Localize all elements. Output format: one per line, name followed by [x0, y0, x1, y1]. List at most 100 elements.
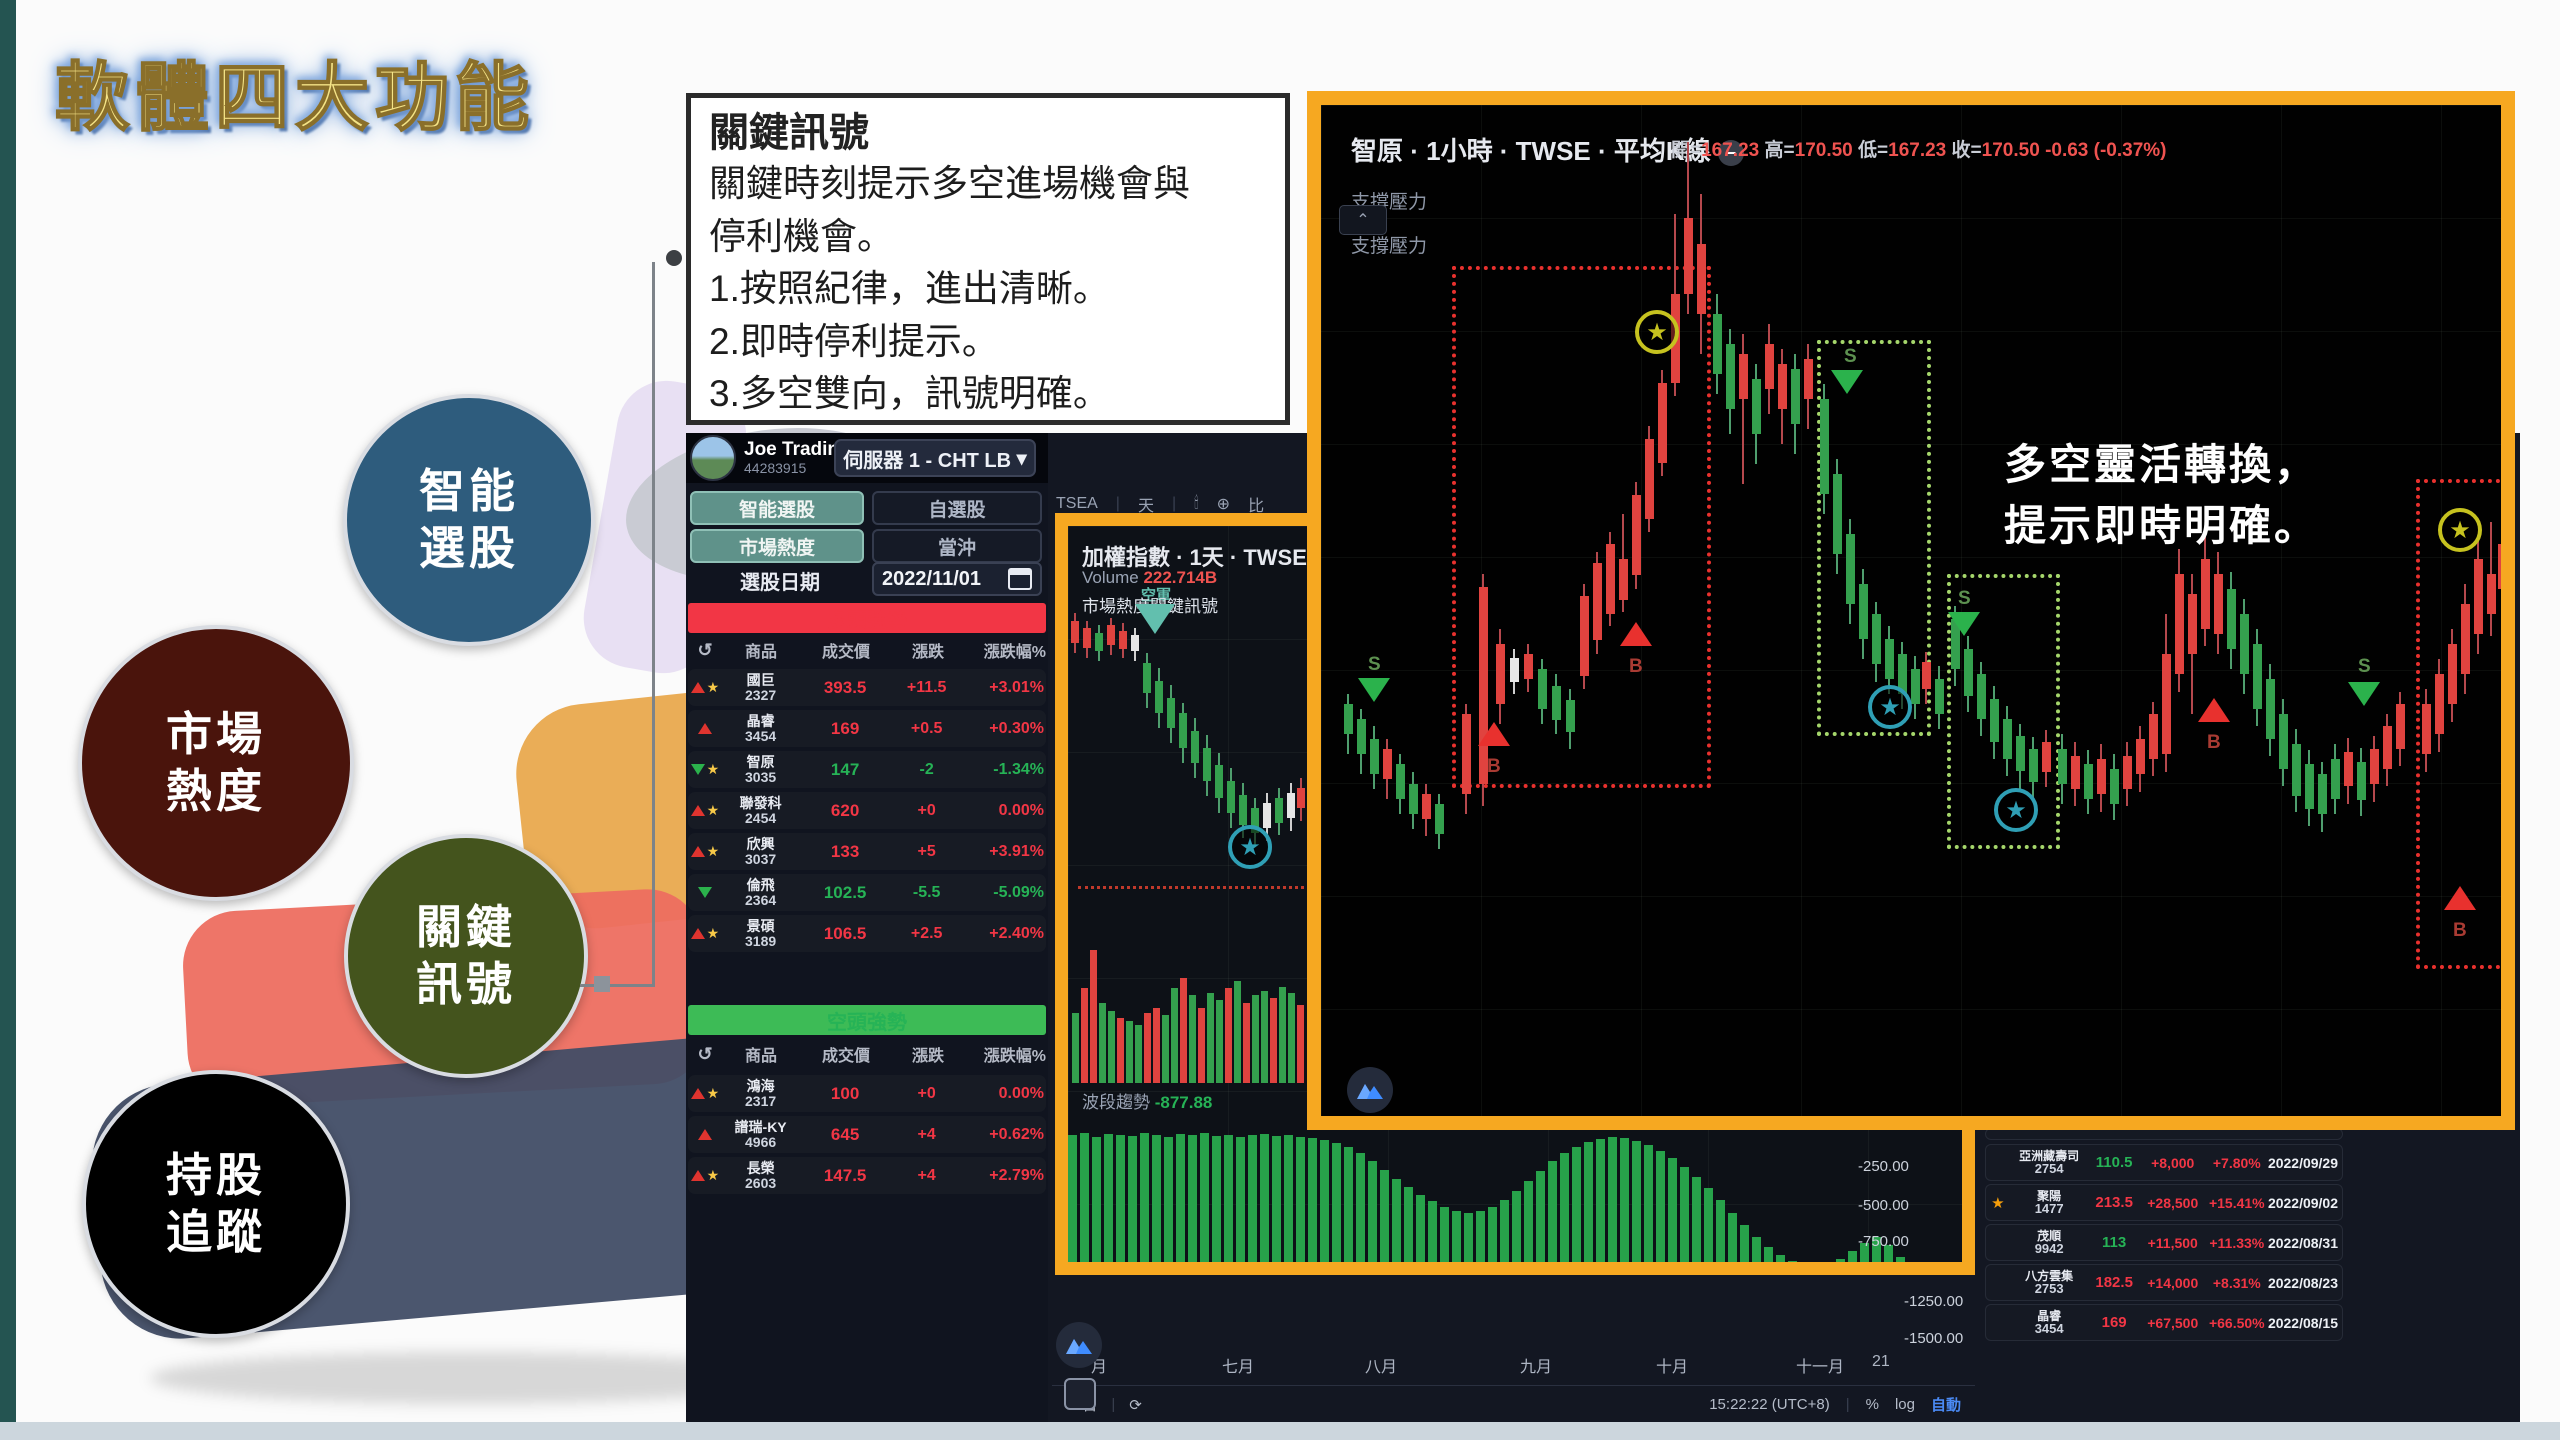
tab-market-heat[interactable]: 市場熱度 [690, 529, 864, 563]
compare-button[interactable]: 比 [1248, 498, 1265, 515]
stock-code: 2327 [745, 686, 777, 703]
candle-body [1884, 639, 1894, 679]
table-row[interactable]: ★ 國巨 2327 393.5 +11.5 +3.01% [688, 669, 1046, 706]
breadth-bar [1188, 1135, 1197, 1262]
candle-body [1618, 559, 1628, 600]
breadth-bar [1644, 1145, 1653, 1262]
stock-name-cell: 長榮 2603 [722, 1161, 800, 1190]
tab-watchlist[interactable]: 自選股 [872, 491, 1042, 525]
tab-daytrade[interactable]: 當沖 [872, 529, 1042, 563]
volume-bar [1072, 1013, 1079, 1083]
candle-style-icon[interactable]: 🕯 [1194, 495, 1199, 512]
feature-label: 追蹤 [166, 1206, 266, 1258]
breadth-bar [1728, 1213, 1737, 1262]
change-cell: -2 [919, 760, 934, 778]
stock-code: 3454 [745, 727, 777, 744]
chart-logo-icon[interactable] [1056, 1322, 1102, 1368]
server-dropdown[interactable]: 伺服器 1 - CHT LB ▾ [834, 439, 1036, 477]
star-icon: ★ [706, 925, 720, 941]
volume-bar [1261, 991, 1268, 1083]
candle-body [2028, 749, 2038, 782]
table-row[interactable]: 晶睿 3454 169 +0.5 +0.30% [688, 710, 1046, 747]
table-row[interactable]: ★ 鴻海 2317 100 +0 0.00% [688, 1075, 1046, 1112]
table-row[interactable]: ★ 聯發科 2454 620 +0 0.00% [688, 792, 1046, 829]
price-cell: 147 [830, 759, 860, 779]
minus-icon[interactable]: − [1717, 140, 1744, 167]
journal-icon[interactable] [1064, 1378, 1096, 1410]
stock-name-cell: 晶睿 3454 [722, 714, 800, 743]
feature-label: 熱度 [166, 765, 266, 817]
stock-name-cell: 聚陽 1477 [2010, 1190, 2089, 1215]
close-label: 收= [1951, 140, 1982, 161]
breadth-bar [1632, 1141, 1641, 1262]
candle-body [1227, 781, 1235, 813]
candle-body [2369, 749, 2379, 784]
breadth-bar [1464, 1213, 1473, 1262]
col-header: 商品 [744, 1048, 777, 1065]
table-row[interactable]: 譜瑞-KY 4966 645 +4 +0.62% [688, 1116, 1046, 1153]
volume-bar [1279, 987, 1286, 1083]
holdings-row[interactable]: 八方雲集 2753 182.5 +14,000 +8.31% 2022/08/23 [1985, 1264, 2343, 1301]
auto-scale-button[interactable]: 自動 [1930, 1397, 1961, 1414]
log-scale-button[interactable]: log [1894, 1396, 1915, 1413]
clock-label[interactable]: 15:22:22 (UTC+8) [1709, 1396, 1830, 1413]
symbol-label[interactable]: TSEA [1056, 495, 1098, 512]
candle-body [1421, 794, 1431, 819]
volume-bar [1081, 988, 1088, 1083]
breadth-bar [1476, 1211, 1485, 1262]
teal-star-badge: ★ [1228, 825, 1272, 869]
price-axis-label: -750.00 [1858, 1233, 1909, 1250]
tab-smart-stock[interactable]: 智能選股 [690, 491, 864, 525]
table-row[interactable]: ★ 智原 3035 147 -2 -1.34% [688, 751, 1046, 788]
volume-bar [1117, 1018, 1124, 1083]
feature-label: 持股 [166, 1148, 266, 1201]
stock-name: 聯發科 [739, 794, 782, 811]
calendar-icon [1008, 568, 1032, 590]
table-row[interactable]: ★ 長榮 2603 147.5 +4 +2.79% [688, 1157, 1046, 1194]
candle-body [1751, 379, 1761, 434]
percent-scale-button[interactable]: % [1865, 1396, 1879, 1413]
candle-body [1203, 748, 1211, 781]
volume-value: 222.714B [1143, 568, 1218, 587]
replay-icon[interactable]: ⟳ [1129, 1396, 1142, 1414]
candle-body [1478, 587, 1488, 784]
feature-circle-smart-stock: 智能 選股 [343, 394, 595, 646]
breadth-bar [1560, 1153, 1569, 1262]
candle-body [1592, 563, 1602, 640]
interval-button[interactable]: 天 [1137, 498, 1154, 515]
percent-cell: +3.01% [989, 678, 1044, 696]
add-icon[interactable]: ⊕ [1216, 496, 1231, 513]
stock-code: 3189 [745, 932, 777, 949]
chart-logo-icon[interactable] [1347, 1067, 1393, 1113]
candle-body [1509, 658, 1519, 682]
avatar[interactable] [690, 435, 736, 481]
collapse-button[interactable]: ⌃ [1339, 205, 1387, 235]
breadth-bar [1572, 1147, 1581, 1262]
col-header: 漲跌幅% [983, 1048, 1046, 1065]
row-icons: ★ [688, 761, 722, 778]
table-row[interactable]: 倫飛 2364 102.5 -5.5 -5.09% [688, 874, 1046, 911]
holdings-row[interactable]: 茂順 9942 113 +11,500 +11.33% 2022/08/31 [1985, 1224, 2343, 1261]
candle-body [1287, 793, 1295, 818]
candle-body [1537, 669, 1547, 709]
stock-code: 3454 [2034, 1321, 2064, 1336]
candle-body [1989, 699, 1999, 742]
sidebar-header: Joe Trading 44283915 伺服器 1 - CHT LB ▾ [686, 433, 1048, 483]
candle-body [2135, 739, 2145, 774]
candle-wick [2501, 519, 2503, 609]
callout-connector-dot [666, 250, 682, 266]
refresh-icon[interactable]: ↺ [697, 639, 713, 660]
holdings-row[interactable]: 晶睿 3454 169 +67,500 +66.50% 2022/08/15 [1985, 1304, 2343, 1341]
sell-label: S [1958, 588, 1971, 609]
candle-body [2278, 714, 2288, 769]
holdings-row[interactable]: 亞洲藏壽司 2754 110.5 +8,000 +7.80% 2022/09/29 [1985, 1144, 2343, 1181]
breadth-bar [1620, 1138, 1629, 1262]
star-icon: ★ [706, 679, 720, 695]
date-picker[interactable]: 2022/11/01 [872, 562, 1042, 596]
table-row[interactable]: ★ 欣興 3037 133 +5 +3.91% [688, 833, 1046, 870]
breadth-bar [1296, 1137, 1305, 1262]
refresh-icon[interactable]: ↺ [697, 1043, 713, 1064]
table-row[interactable]: ★ 景碩 3189 106.5 +2.5 +2.40% [688, 915, 1046, 952]
holdings-row[interactable]: ★ 聚陽 1477 213.5 +28,500 +15.41% 2022/09/02 [1985, 1184, 2343, 1221]
candle-body [2291, 744, 2301, 796]
